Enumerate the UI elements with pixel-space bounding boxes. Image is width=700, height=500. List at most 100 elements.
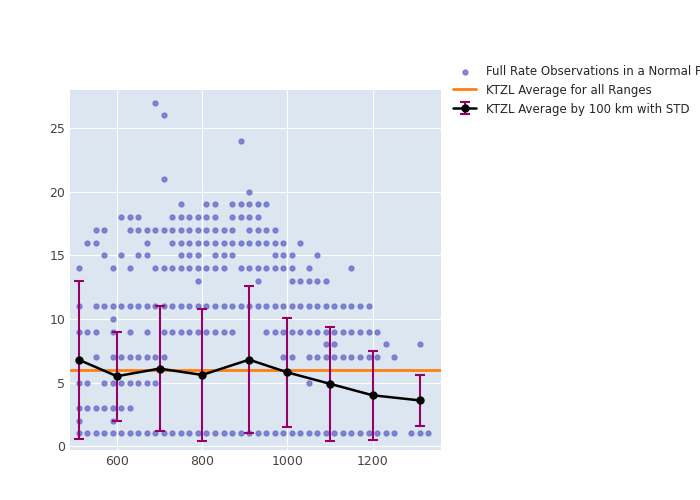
Full Rate Observations in a Normal Point — [158, 302, 169, 310]
Full Rate Observations in a Normal Point — [184, 213, 195, 221]
Full Rate Observations in a Normal Point — [244, 213, 255, 221]
Full Rate Observations in a Normal Point — [193, 277, 204, 285]
Full Rate Observations in a Normal Point — [337, 430, 349, 438]
Full Rate Observations in a Normal Point — [124, 378, 135, 386]
Full Rate Observations in a Normal Point — [295, 238, 306, 246]
Full Rate Observations in a Normal Point — [90, 404, 101, 412]
Full Rate Observations in a Normal Point — [278, 252, 289, 260]
Full Rate Observations in a Normal Point — [321, 302, 332, 310]
Full Rate Observations in a Normal Point — [201, 238, 212, 246]
Full Rate Observations in a Normal Point — [252, 213, 263, 221]
Full Rate Observations in a Normal Point — [244, 226, 255, 234]
Full Rate Observations in a Normal Point — [269, 328, 280, 336]
Full Rate Observations in a Normal Point — [209, 302, 220, 310]
Full Rate Observations in a Normal Point — [286, 353, 297, 361]
Full Rate Observations in a Normal Point — [201, 302, 212, 310]
Full Rate Observations in a Normal Point — [209, 226, 220, 234]
Full Rate Observations in a Normal Point — [278, 430, 289, 438]
Full Rate Observations in a Normal Point — [269, 238, 280, 246]
Full Rate Observations in a Normal Point — [175, 252, 186, 260]
Full Rate Observations in a Normal Point — [312, 252, 323, 260]
Full Rate Observations in a Normal Point — [90, 353, 101, 361]
Full Rate Observations in a Normal Point — [329, 302, 340, 310]
Full Rate Observations in a Normal Point — [175, 200, 186, 208]
Full Rate Observations in a Normal Point — [175, 226, 186, 234]
Full Rate Observations in a Normal Point — [329, 430, 340, 438]
Full Rate Observations in a Normal Point — [193, 252, 204, 260]
Full Rate Observations in a Normal Point — [132, 378, 144, 386]
Full Rate Observations in a Normal Point — [90, 238, 101, 246]
Full Rate Observations in a Normal Point — [175, 328, 186, 336]
Full Rate Observations in a Normal Point — [286, 277, 297, 285]
Full Rate Observations in a Normal Point — [286, 430, 297, 438]
Full Rate Observations in a Normal Point — [346, 353, 357, 361]
Full Rate Observations in a Normal Point — [167, 264, 178, 272]
Full Rate Observations in a Normal Point — [132, 302, 144, 310]
Full Rate Observations in a Normal Point — [329, 328, 340, 336]
Full Rate Observations in a Normal Point — [303, 302, 314, 310]
Full Rate Observations in a Normal Point — [193, 430, 204, 438]
Full Rate Observations in a Normal Point — [346, 264, 357, 272]
Full Rate Observations in a Normal Point — [295, 277, 306, 285]
Full Rate Observations in a Normal Point — [260, 430, 272, 438]
Full Rate Observations in a Normal Point — [116, 378, 127, 386]
Full Rate Observations in a Normal Point — [226, 213, 237, 221]
Full Rate Observations in a Normal Point — [158, 328, 169, 336]
Full Rate Observations in a Normal Point — [321, 277, 332, 285]
Full Rate Observations in a Normal Point — [414, 340, 426, 348]
Full Rate Observations in a Normal Point — [158, 264, 169, 272]
Full Rate Observations in a Normal Point — [167, 302, 178, 310]
Full Rate Observations in a Normal Point — [150, 226, 161, 234]
Legend: Full Rate Observations in a Normal Point, KTZL Average for all Ranges, KTZL Aver: Full Rate Observations in a Normal Point… — [448, 60, 700, 120]
Full Rate Observations in a Normal Point — [235, 137, 246, 145]
Full Rate Observations in a Normal Point — [295, 302, 306, 310]
Full Rate Observations in a Normal Point — [226, 200, 237, 208]
Full Rate Observations in a Normal Point — [167, 213, 178, 221]
Full Rate Observations in a Normal Point — [90, 302, 101, 310]
Full Rate Observations in a Normal Point — [73, 404, 84, 412]
Full Rate Observations in a Normal Point — [99, 430, 110, 438]
Full Rate Observations in a Normal Point — [158, 175, 169, 183]
Full Rate Observations in a Normal Point — [167, 226, 178, 234]
Full Rate Observations in a Normal Point — [303, 328, 314, 336]
Full Rate Observations in a Normal Point — [141, 226, 153, 234]
Full Rate Observations in a Normal Point — [175, 302, 186, 310]
Full Rate Observations in a Normal Point — [201, 430, 212, 438]
Full Rate Observations in a Normal Point — [201, 213, 212, 221]
Full Rate Observations in a Normal Point — [99, 378, 110, 386]
Full Rate Observations in a Normal Point — [132, 353, 144, 361]
Full Rate Observations in a Normal Point — [329, 340, 340, 348]
Full Rate Observations in a Normal Point — [226, 430, 237, 438]
Full Rate Observations in a Normal Point — [235, 213, 246, 221]
Full Rate Observations in a Normal Point — [150, 353, 161, 361]
Full Rate Observations in a Normal Point — [81, 430, 92, 438]
Full Rate Observations in a Normal Point — [218, 238, 229, 246]
Full Rate Observations in a Normal Point — [354, 302, 365, 310]
Full Rate Observations in a Normal Point — [252, 277, 263, 285]
Full Rate Observations in a Normal Point — [141, 252, 153, 260]
Full Rate Observations in a Normal Point — [193, 226, 204, 234]
Full Rate Observations in a Normal Point — [116, 302, 127, 310]
Full Rate Observations in a Normal Point — [175, 238, 186, 246]
Full Rate Observations in a Normal Point — [124, 430, 135, 438]
Full Rate Observations in a Normal Point — [312, 328, 323, 336]
Full Rate Observations in a Normal Point — [124, 213, 135, 221]
Full Rate Observations in a Normal Point — [175, 430, 186, 438]
Full Rate Observations in a Normal Point — [150, 430, 161, 438]
Full Rate Observations in a Normal Point — [329, 353, 340, 361]
Full Rate Observations in a Normal Point — [107, 378, 118, 386]
Full Rate Observations in a Normal Point — [337, 302, 349, 310]
Full Rate Observations in a Normal Point — [73, 328, 84, 336]
Full Rate Observations in a Normal Point — [124, 353, 135, 361]
Full Rate Observations in a Normal Point — [321, 430, 332, 438]
Full Rate Observations in a Normal Point — [269, 430, 280, 438]
Full Rate Observations in a Normal Point — [218, 252, 229, 260]
Full Rate Observations in a Normal Point — [150, 264, 161, 272]
Full Rate Observations in a Normal Point — [116, 430, 127, 438]
Full Rate Observations in a Normal Point — [363, 430, 374, 438]
Full Rate Observations in a Normal Point — [414, 430, 426, 438]
Full Rate Observations in a Normal Point — [167, 430, 178, 438]
Full Rate Observations in a Normal Point — [252, 226, 263, 234]
Full Rate Observations in a Normal Point — [389, 353, 400, 361]
Full Rate Observations in a Normal Point — [107, 264, 118, 272]
